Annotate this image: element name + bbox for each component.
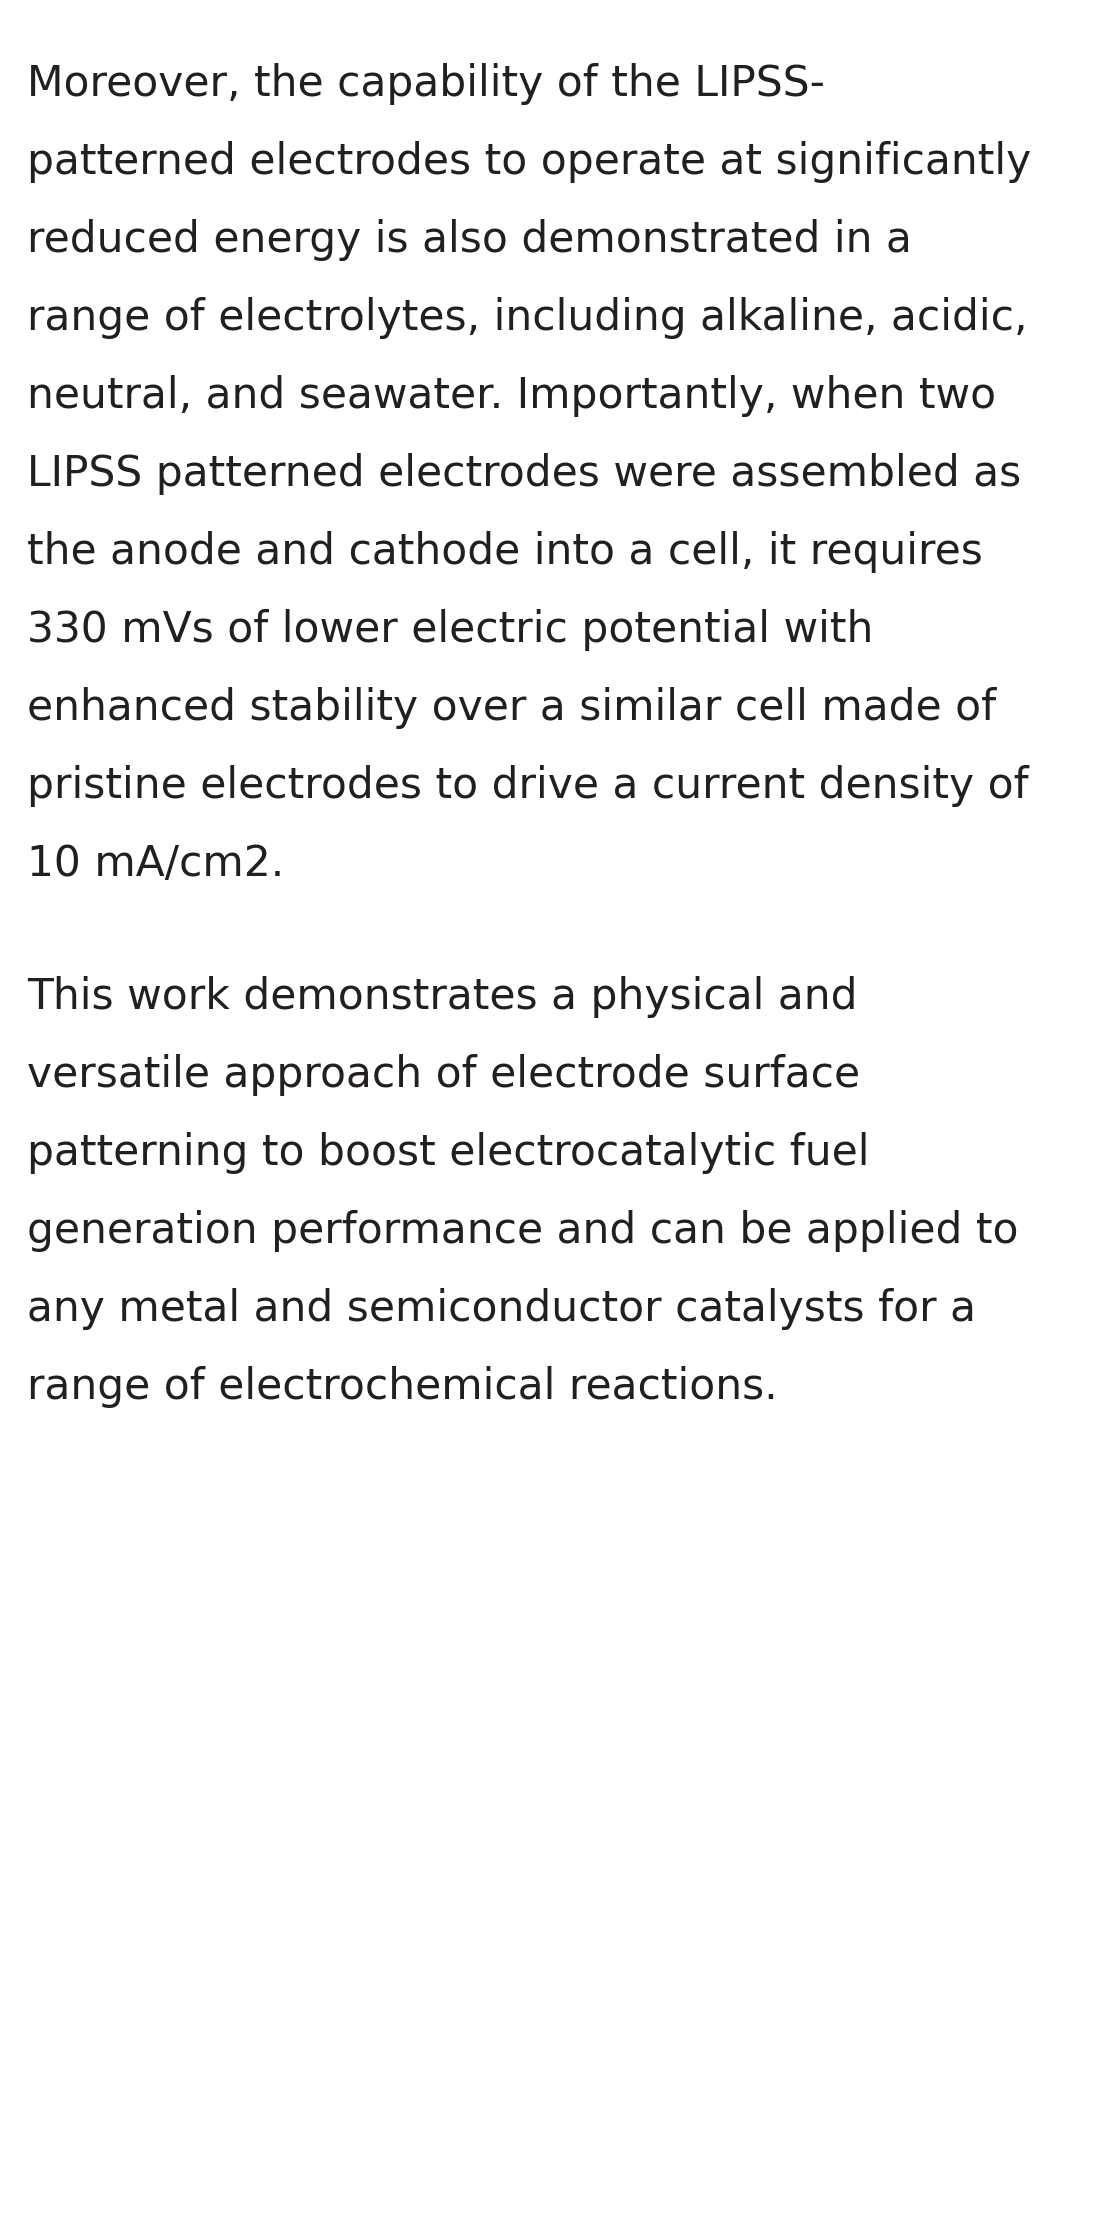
- Text: range of electrolytes, including alkaline, acidic,: range of electrolytes, including alkalin…: [27, 298, 1028, 338]
- Text: This work demonstrates a physical and: This work demonstrates a physical and: [27, 976, 858, 1018]
- Text: patterned electrodes to operate at significantly: patterned electrodes to operate at signi…: [27, 141, 1031, 184]
- Text: patterning to boost electrocatalytic fuel: patterning to boost electrocatalytic fue…: [27, 1132, 869, 1175]
- Text: pristine electrodes to drive a current density of: pristine electrodes to drive a current d…: [27, 765, 1029, 808]
- Text: range of electrochemical reactions.: range of electrochemical reactions.: [27, 1365, 777, 1408]
- Text: LIPSS patterned electrodes were assembled as: LIPSS patterned electrodes were assemble…: [27, 452, 1021, 495]
- Text: Moreover, the capability of the LIPSS-: Moreover, the capability of the LIPSS-: [27, 63, 825, 105]
- Text: reduced energy is also demonstrated in a: reduced energy is also demonstrated in a: [27, 219, 911, 262]
- Text: neutral, and seawater. Importantly, when two: neutral, and seawater. Importantly, when…: [27, 376, 996, 416]
- Text: enhanced stability over a similar cell made of: enhanced stability over a similar cell m…: [27, 687, 996, 730]
- Text: the anode and cathode into a cell, it requires: the anode and cathode into a cell, it re…: [27, 530, 983, 573]
- Text: any metal and semiconductor catalysts for a: any metal and semiconductor catalysts fo…: [27, 1289, 976, 1329]
- Text: 10 mA/cm2.: 10 mA/cm2.: [27, 844, 284, 884]
- Text: versatile approach of electrode surface: versatile approach of electrode surface: [27, 1054, 860, 1097]
- Text: generation performance and can be applied to: generation performance and can be applie…: [27, 1211, 1019, 1251]
- Text: 330 mVs of lower electric potential with: 330 mVs of lower electric potential with: [27, 609, 873, 651]
